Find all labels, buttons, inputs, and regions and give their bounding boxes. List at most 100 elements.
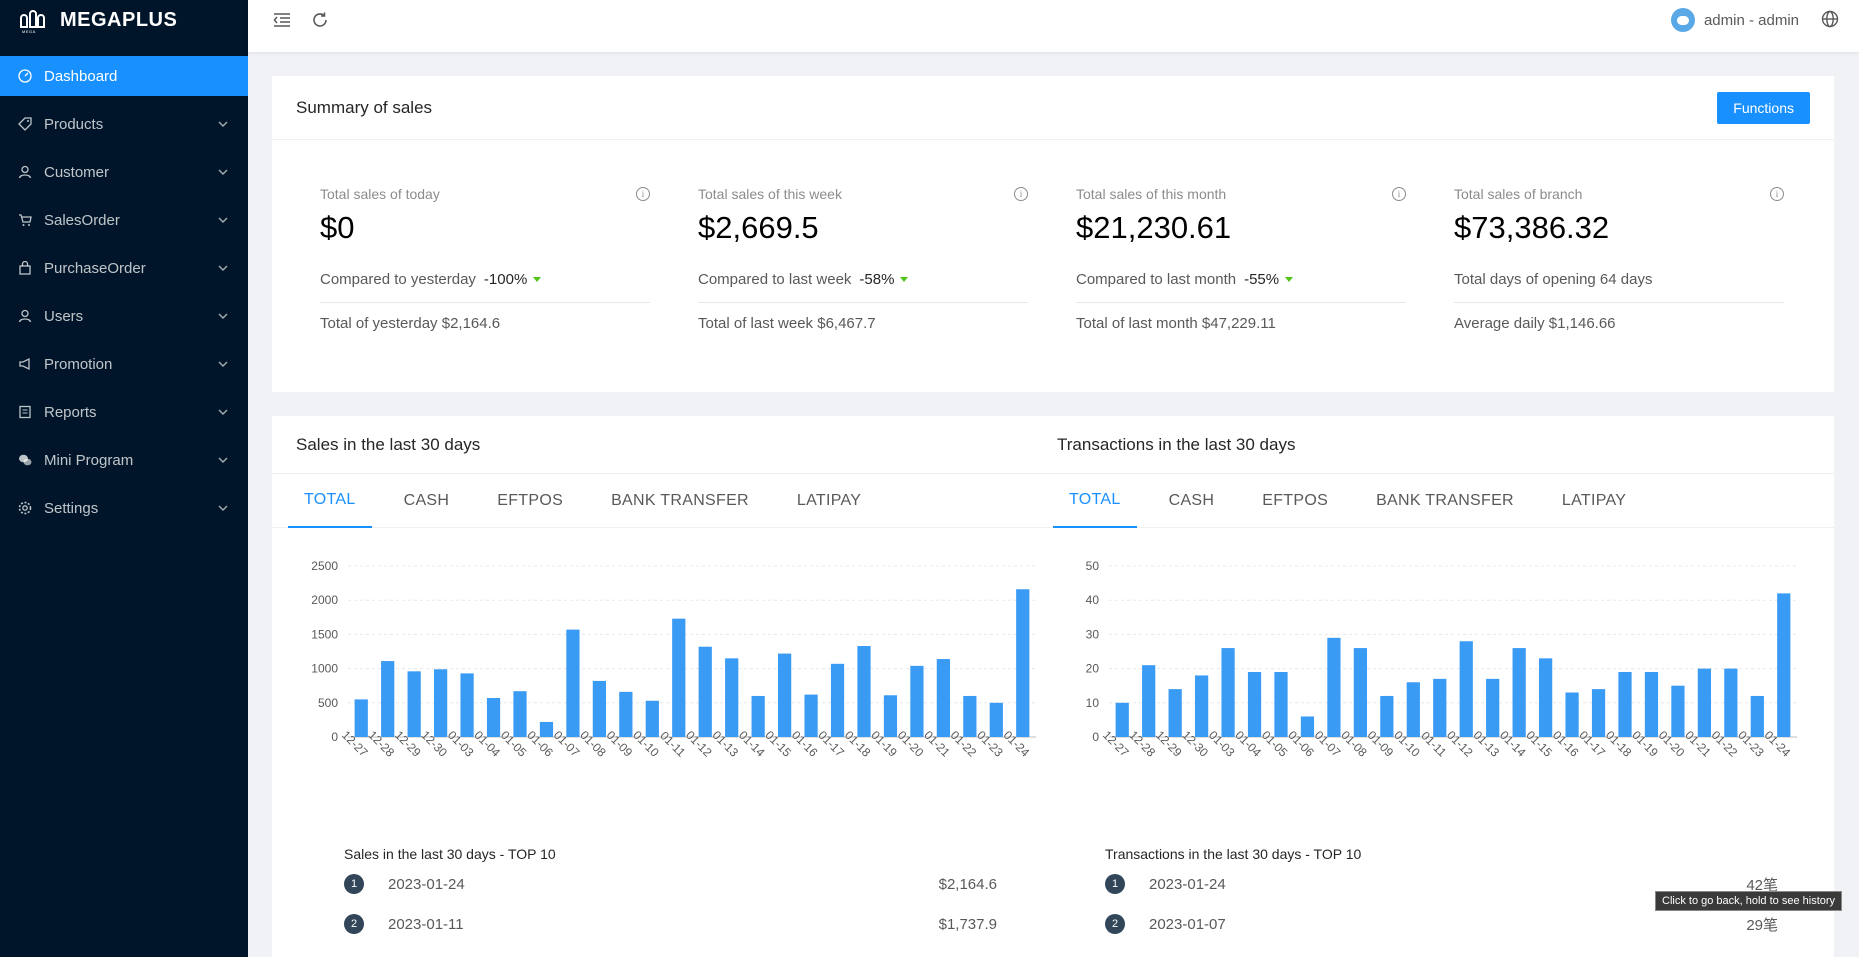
- tab-bank-transfer[interactable]: BANK TRANSFER: [1376, 491, 1514, 509]
- chart-bar[interactable]: [1327, 637, 1341, 737]
- chart-bar[interactable]: [513, 691, 527, 737]
- tab-total[interactable]: TOTAL: [288, 474, 372, 528]
- chart-bar[interactable]: [1274, 672, 1288, 737]
- collapse-menu-button[interactable]: [270, 8, 294, 32]
- chart-bar[interactable]: [989, 702, 1003, 737]
- chart-bar[interactable]: [1247, 672, 1262, 737]
- stat-value: $73,386.32: [1454, 210, 1610, 245]
- sidebar-item-dashboard[interactable]: Dashboard: [0, 56, 248, 96]
- chart-bar[interactable]: [1750, 695, 1764, 737]
- chart-bar[interactable]: [1115, 702, 1129, 737]
- chart-bar[interactable]: [1195, 675, 1209, 737]
- bag-icon: [18, 261, 32, 275]
- chart-bar[interactable]: [883, 695, 898, 737]
- chart-bar[interactable]: [1618, 672, 1632, 737]
- chart-bar[interactable]: [857, 646, 871, 737]
- language-button[interactable]: [1821, 10, 1841, 30]
- refresh-button[interactable]: [308, 8, 332, 32]
- tab-latipay[interactable]: LATIPAY: [1561, 491, 1627, 509]
- functions-button[interactable]: Functions: [1717, 92, 1810, 124]
- tx-chart-title: Transactions in the last 30 days: [1053, 416, 1834, 474]
- rank-badge: 2: [344, 914, 364, 934]
- chart-bar[interactable]: [1433, 678, 1447, 737]
- chart-bar[interactable]: [1777, 593, 1791, 737]
- user-menu[interactable]: admin - admin: [1670, 8, 1799, 32]
- chart-bar[interactable]: [698, 646, 712, 737]
- chart-bar[interactable]: [645, 700, 659, 737]
- tab-latipay[interactable]: LATIPAY: [796, 491, 862, 509]
- chart-bar[interactable]: [1512, 648, 1526, 737]
- chart-bar[interactable]: [1221, 648, 1235, 737]
- chart-bar[interactable]: [1016, 589, 1030, 737]
- brand-logo[interactable]: MEGA MEGAPLUS: [0, 0, 248, 40]
- stat-compare: Compared to last month -55%: [1076, 268, 1406, 290]
- chart-bar[interactable]: [751, 695, 765, 737]
- chart-bar[interactable]: [619, 691, 633, 737]
- sidebar-item-label: Products: [44, 115, 104, 133]
- chart-bar[interactable]: [434, 669, 448, 737]
- sidebar-item-purchaseorder[interactable]: PurchaseOrder: [0, 248, 248, 288]
- compare-label: Compared to yesterday: [320, 270, 476, 288]
- summary-card: Summary of sales Functions Total sales o…: [272, 76, 1834, 392]
- chart-bar[interactable]: [1380, 695, 1394, 737]
- chart-bar[interactable]: [1539, 658, 1553, 737]
- list-item: 1 2023-01-24 42笔: [1053, 866, 1834, 902]
- sidebar-item-promotion[interactable]: Promotion: [0, 344, 248, 384]
- rank-badge: 1: [1105, 874, 1125, 894]
- tab-eftpos[interactable]: EFTPOS: [497, 491, 564, 509]
- chart-bar[interactable]: [592, 680, 606, 737]
- chart-bar[interactable]: [1671, 685, 1685, 737]
- chart-bar[interactable]: [1459, 641, 1473, 737]
- chart-bar[interactable]: [407, 671, 421, 737]
- tab-total[interactable]: TOTAL: [1053, 474, 1137, 528]
- info-icon[interactable]: i: [636, 187, 650, 201]
- chart-bar[interactable]: [672, 618, 686, 737]
- chart-bar[interactable]: [1406, 682, 1420, 737]
- chart-bar[interactable]: [1644, 672, 1659, 737]
- chart-bar[interactable]: [910, 665, 924, 737]
- chart-bar[interactable]: [1142, 665, 1156, 737]
- chart-bar[interactable]: [460, 673, 474, 737]
- chart-bar[interactable]: [1486, 678, 1500, 737]
- chevron-down-icon: [218, 164, 228, 181]
- sidebar-item-label: SalesOrder: [44, 211, 120, 229]
- chart-bar[interactable]: [486, 698, 501, 737]
- chart-bar[interactable]: [804, 694, 818, 737]
- sidebar-item-customer[interactable]: Customer: [0, 152, 248, 192]
- chart-bar[interactable]: [566, 629, 580, 737]
- info-icon[interactable]: i: [1770, 187, 1784, 201]
- chart-bar[interactable]: [778, 653, 792, 737]
- info-icon[interactable]: i: [1392, 187, 1406, 201]
- chart-bar[interactable]: [381, 661, 395, 737]
- sidebar-item-label: Mini Program: [44, 451, 134, 469]
- tab-cash[interactable]: CASH: [403, 491, 450, 509]
- sidebar-item-products[interactable]: Products: [0, 104, 248, 144]
- chart-bar[interactable]: [1565, 692, 1579, 737]
- sidebar-item-reports[interactable]: Reports: [0, 392, 248, 432]
- chart-bar[interactable]: [830, 663, 845, 737]
- chart-bar[interactable]: [354, 699, 368, 737]
- sidebar-item-mini-program[interactable]: Mini Program: [0, 440, 248, 480]
- chart-bar[interactable]: [1353, 648, 1367, 737]
- chart-bar[interactable]: [725, 658, 739, 737]
- chart-bar[interactable]: [1168, 689, 1182, 737]
- tab-cash[interactable]: CASH: [1168, 491, 1215, 509]
- sidebar-item-salesorder[interactable]: SalesOrder: [0, 200, 248, 240]
- chart-bar[interactable]: [1724, 668, 1738, 737]
- sidebar-item-users[interactable]: Users: [0, 296, 248, 336]
- chart-bar[interactable]: [539, 721, 554, 737]
- chart-bar[interactable]: [1300, 716, 1315, 737]
- chart-bar[interactable]: [936, 659, 950, 737]
- info-icon[interactable]: i: [1014, 187, 1028, 201]
- chart-bar[interactable]: [963, 695, 977, 737]
- chart-bar[interactable]: [1697, 668, 1711, 737]
- y-tick-label: 1000: [311, 662, 338, 676]
- sidebar-item-settings[interactable]: Settings: [0, 488, 248, 528]
- tab-bank-transfer[interactable]: BANK TRANSFER: [611, 491, 749, 509]
- refresh-icon: [313, 12, 327, 27]
- tab-eftpos[interactable]: EFTPOS: [1262, 491, 1329, 509]
- rank-badge: 2: [1105, 914, 1125, 934]
- chart-bar[interactable]: [1591, 689, 1606, 737]
- y-tick-label: 0: [331, 730, 338, 744]
- divider: [1076, 302, 1406, 303]
